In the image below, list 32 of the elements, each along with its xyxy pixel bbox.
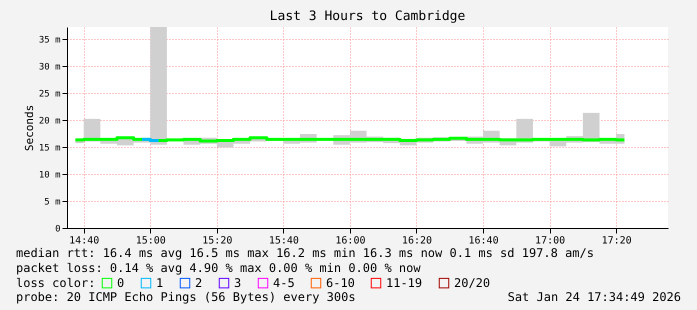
y-tick-label: 0 [55,224,60,234]
y-tick-label: 15 m [38,143,60,154]
legend-label: 3 [234,276,242,290]
legend-label: 20/20 [454,276,490,290]
x-tick-label: 17:20 [602,236,632,246]
legend-label: 4-5 [273,276,295,290]
x-tick-label: 15:00 [136,236,166,246]
x-tick-label: 16:20 [402,236,432,246]
x-tick-label: 14:40 [69,236,100,246]
y-tick-label: 30 m [38,62,60,72]
y-tick-label: 5 m [44,197,60,208]
y-tick-label: 20 m [38,116,60,126]
x-tick-label: 15:40 [268,236,299,246]
legend-label: 1 [156,276,164,290]
text: Sat Jan 24 17:34:49 2026 [508,290,681,304]
x-tick-label: 15:20 [202,236,232,246]
x-tick-label: 16:40 [468,236,499,246]
chart-title: Last 3 Hours to Cambridge [270,9,466,24]
legend-label: 2 [195,276,202,290]
text: packet loss: 0.14 % avg 4.90 % max 0.00 % min 0.00 % now [16,261,422,275]
text: median rtt: 16.4 ms avg 16.5 ms max 16.2 ms min 16.3 ms now 0.1 ms sd 197.8 am/s [16,246,594,260]
x-tick-label: 17:00 [535,236,566,246]
y-tick-label: 10 m [38,170,60,180]
y-tick-label: 25 m [38,89,60,100]
y-tick-label: 35 m [38,35,60,46]
text: probe: 20 ICMP Echo Pings (56 Bytes) every 300s [16,290,356,304]
legend-title: loss color: [16,276,96,290]
legend-label: 11-19 [386,276,422,290]
y-axis-title: Seconds [22,104,36,152]
legend-label: 0 [117,276,124,290]
x-tick-label: 16:00 [335,236,366,246]
legend-label: 6-10 [326,276,355,290]
